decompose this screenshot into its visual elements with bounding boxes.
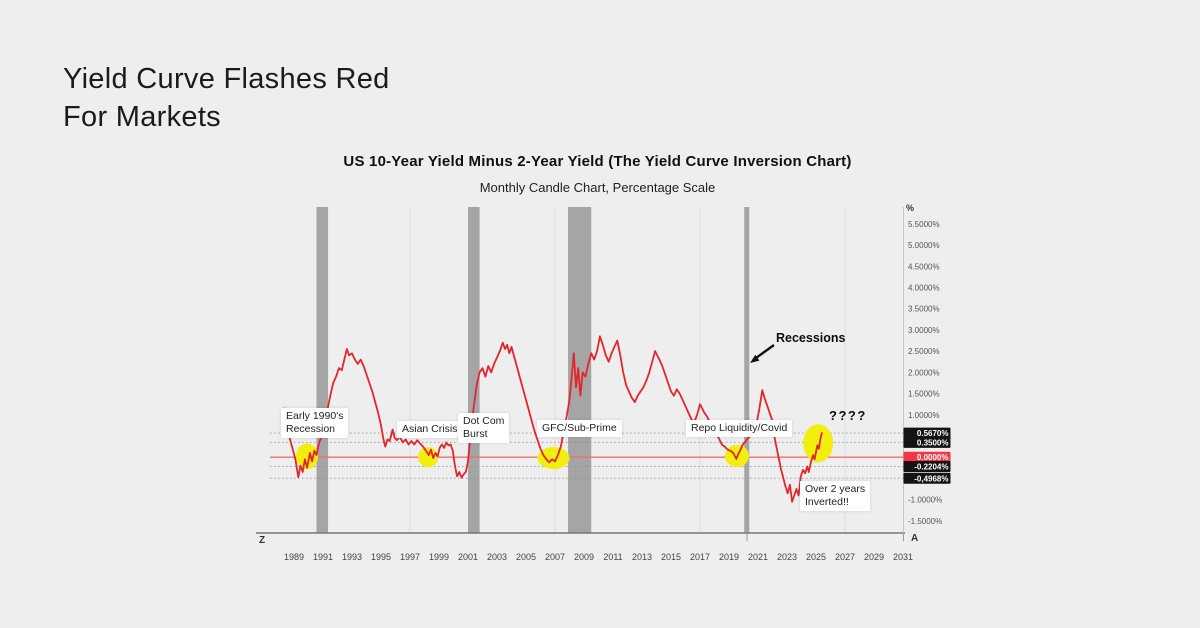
price-badge-label: -0.2204% (914, 463, 948, 472)
y-axis-tick-label: -1.0000% (908, 496, 942, 505)
recession-band (568, 207, 592, 533)
annotation-line: Over 2 years (805, 483, 866, 495)
y-axis-tick-label: 5.5000% (908, 220, 940, 229)
chart-header: US 10-Year Yield Minus 2-Year Yield (The… (245, 153, 950, 195)
y-axis-tick-label: 2.5000% (908, 347, 940, 356)
x-axis-year-label: 1989 (284, 552, 304, 562)
corner-label-z: Z (259, 535, 265, 546)
highlight-circle (803, 424, 834, 463)
page-title: Yield Curve Flashes Red For Markets (63, 60, 390, 136)
recession-band (468, 207, 480, 533)
price-badge-label: 0.3500% (917, 438, 949, 447)
annotation-gfc-subprime: GFC/Sub-Prime (537, 420, 622, 438)
recession-band (744, 207, 750, 533)
price-badge (903, 427, 951, 439)
price-badge-label: 0.0000% (917, 453, 949, 462)
x-axis-year-label: 2007 (545, 552, 565, 562)
x-axis-year-label: 2027 (835, 552, 855, 562)
x-axis-year-label: 2009 (574, 552, 594, 562)
price-badge (903, 451, 951, 463)
x-axis-year-label: 2003 (487, 552, 507, 562)
y-axis-tick-label: 5.0000% (908, 241, 940, 250)
highlight-circle (296, 443, 319, 470)
highlight-circle (418, 447, 439, 468)
x-axis-year-label: 1993 (342, 552, 362, 562)
annotation-line: Recession (286, 423, 336, 436)
page-title-line2: For Markets (63, 101, 221, 133)
x-axis-year-label: 1995 (371, 552, 391, 562)
annotation-question-marks: ???? (829, 408, 867, 423)
y-axis-tick-label: 1.0000% (908, 411, 940, 420)
price-badge-label: -0,4968% (914, 474, 948, 483)
annotation-dot-com-burst: Dot Com Burst (458, 413, 510, 444)
annotation-line: Repo Liquidity/Covid (691, 422, 788, 434)
y-axis-tick-label: 4.0000% (908, 284, 940, 293)
annotation-line: Inverted!! (805, 496, 849, 509)
annotation-early-1990s-recession: Early 1990's Recession (281, 408, 349, 439)
page-title-line1: Yield Curve Flashes Red (63, 63, 390, 95)
recession-band (316, 207, 329, 533)
x-axis-year-label: 2023 (777, 552, 797, 562)
y-axis-tick-label: 2.0000% (908, 368, 940, 377)
recessions-arrow-head (750, 354, 760, 363)
x-axis-year-label: 2021 (748, 552, 768, 562)
x-axis-year-label: 2001 (458, 552, 478, 562)
y-axis-tick-label: 1.5000% (908, 390, 940, 399)
highlight-circle (537, 447, 570, 470)
annotation-line: GFC/Sub-Prime (542, 422, 617, 434)
x-axis-year-label: 2029 (864, 552, 884, 562)
spread-line (281, 335, 823, 503)
chart-subtitle: Monthly Candle Chart, Percentage Scale (479, 180, 716, 195)
x-axis-year-label: 2013 (632, 552, 652, 562)
y-axis-tick-label: 3.0000% (908, 326, 940, 335)
annotation-repo-liquidity-covid: Repo Liquidity/Covid (686, 420, 793, 438)
price-badge (903, 461, 951, 473)
annotation-line: Burst (463, 428, 488, 441)
x-axis-year-label: 2005 (516, 552, 536, 562)
x-axis-year-label: 2015 (661, 552, 681, 562)
y-axis-percent-label: % (906, 203, 914, 213)
y-axis-tick-label: -1.5000% (908, 517, 942, 526)
x-axis-year-label: 1999 (429, 552, 449, 562)
annotation-line: Dot Com (463, 415, 505, 427)
price-badge (903, 436, 951, 448)
x-axis-year-label: 1997 (400, 552, 420, 562)
annotation-line: Asian Crisis (402, 423, 458, 435)
y-axis-tick-label: 3.5000% (908, 305, 940, 314)
x-axis-year-label: 2019 (719, 552, 739, 562)
x-axis-year-label: 2017 (690, 552, 710, 562)
x-axis-year-label: 2031 (893, 552, 913, 562)
recessions-arrow-line (755, 344, 775, 359)
y-axis-tick-label: 4.5000% (908, 262, 940, 271)
annotation-recessions-label: Recessions (776, 331, 846, 345)
chart-title: US 10-Year Yield Minus 2-Year Yield (The… (343, 153, 852, 170)
annotation-asian-crisis: Asian Crisis (397, 421, 463, 439)
x-axis-year-label: 1991 (313, 552, 333, 562)
price-badge (903, 472, 951, 484)
annotation-line: Early 1990's (286, 410, 344, 422)
price-badge-label: 0.5670% (917, 429, 949, 438)
annotation-over-2-years-inverted: Over 2 years Inverted!! (800, 481, 871, 512)
x-axis-year-label: 2011 (603, 552, 622, 562)
x-axis-year-label: 2025 (806, 552, 826, 562)
corner-label-a: A (911, 533, 918, 544)
